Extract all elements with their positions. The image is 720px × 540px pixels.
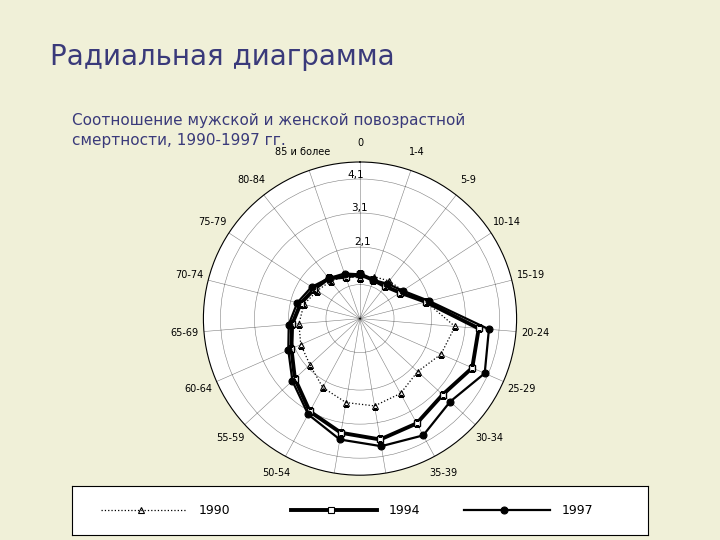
Text: Радиальная диаграмма: Радиальная диаграмма bbox=[50, 43, 395, 71]
Text: 1994: 1994 bbox=[389, 504, 420, 517]
Text: 1990: 1990 bbox=[199, 504, 230, 517]
Text: Соотношение мужской и женской повозрастной
смертности, 1990-1997 гг.: Соотношение мужской и женской повозрастн… bbox=[72, 113, 465, 148]
Text: 1997: 1997 bbox=[562, 504, 593, 517]
